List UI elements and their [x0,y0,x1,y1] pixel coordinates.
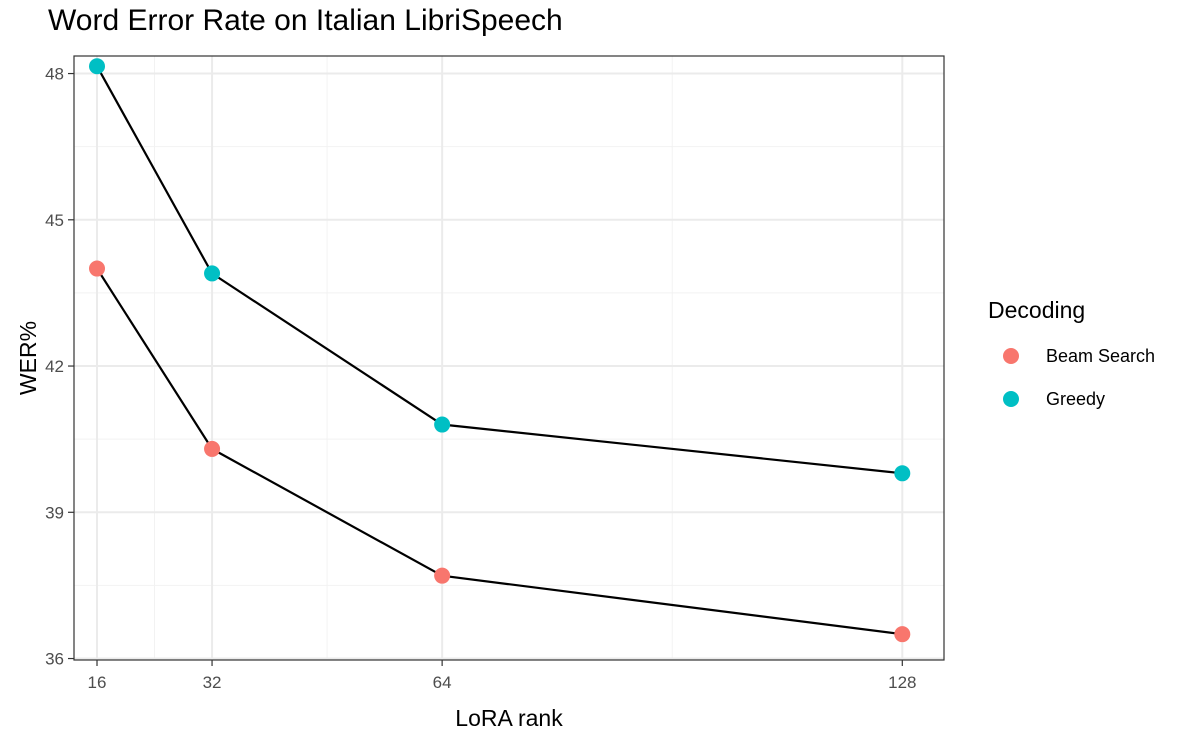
data-point [894,465,911,482]
legend-label: Beam Search [1046,346,1155,366]
legend-key [1003,348,1019,364]
x-tick-label: 16 [88,673,107,692]
y-tick-label: 45 [45,211,64,230]
chart-title: Word Error Rate on Italian LibriSpeech [48,4,563,37]
data-point [894,626,911,643]
legend: Decoding Beam Search Greedy [988,297,1155,409]
data-point [89,260,106,277]
plot-border [73,55,945,661]
x-tick-label: 128 [888,673,916,692]
series-line [96,267,903,636]
data-point [89,58,106,75]
data-point [204,440,221,457]
major-gridlines [74,56,944,660]
y-tick-label: 39 [45,503,64,522]
x-tick-label: 64 [433,673,452,692]
y-tick-label: 42 [45,357,64,376]
y-axis-ticks: 36 39 42 45 48 [45,65,74,669]
data-point [434,416,451,433]
legend-items: Beam Search Greedy [1003,346,1155,409]
series-line [96,65,903,475]
minor-gridlines [74,56,944,660]
legend-key [1003,391,1019,407]
plot-panel [74,56,944,660]
data-point [434,567,451,584]
legend-label: Greedy [1046,389,1105,409]
y-tick-label: 36 [45,650,64,669]
x-axis-ticks: 16 32 64 128 [88,660,916,692]
series-points [89,58,911,643]
data-point [204,265,221,282]
x-axis-title: LoRA rank [455,705,563,731]
y-axis-title: WER% [15,321,41,395]
y-tick-label: 48 [45,65,64,84]
legend-title: Decoding [988,297,1085,323]
x-tick-label: 32 [203,673,222,692]
series-lines [96,65,903,636]
